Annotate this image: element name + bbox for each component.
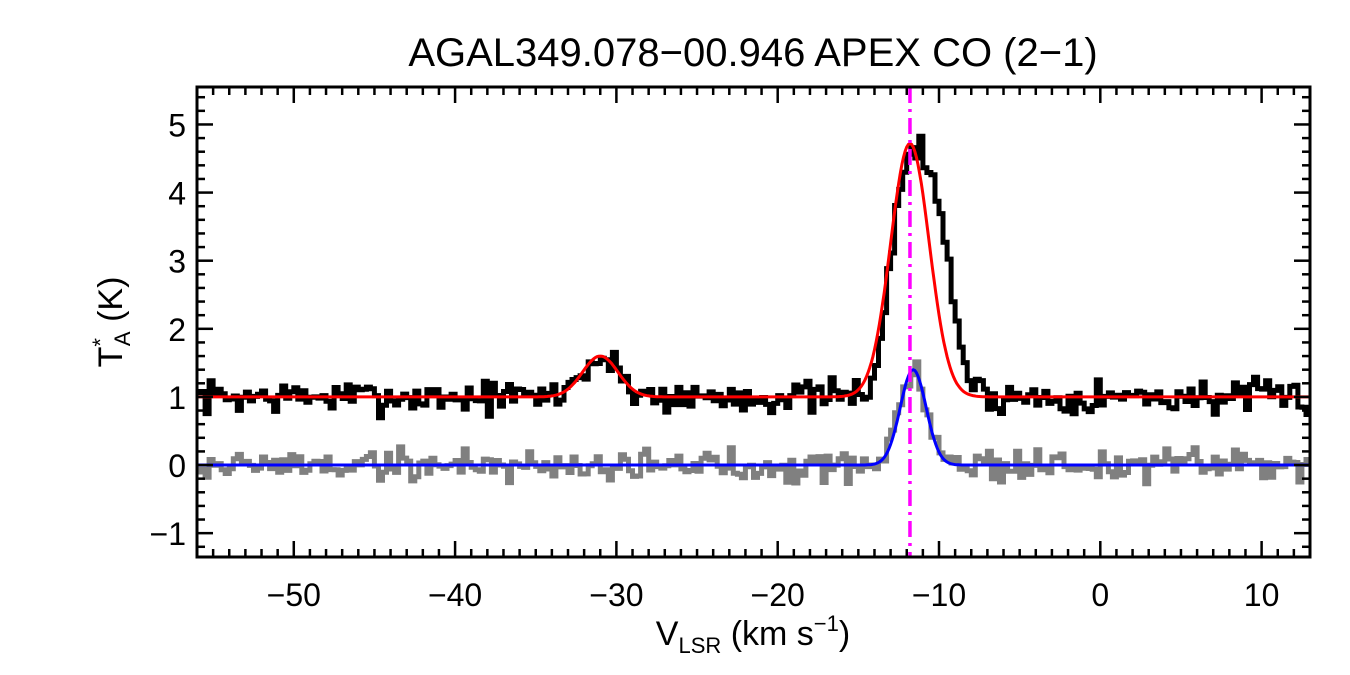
y-tick-label: 0	[168, 448, 186, 484]
x-tick-label: −50	[267, 577, 321, 613]
axis-ticks	[195, 87, 1312, 557]
x-tick-label: −20	[751, 577, 805, 613]
x-tick-label: −30	[589, 577, 643, 613]
x-axis-label: VLSR (km s−1)	[656, 611, 850, 658]
series-gaussian-fit-lower	[197, 368, 1310, 467]
chart-title: AGAL349.078−00.946 APEX CO (2−1)	[408, 31, 1097, 75]
y-tick-label: −1	[150, 516, 186, 552]
y-tick-label: 4	[168, 176, 186, 212]
series-gaussian-fit	[197, 141, 1310, 399]
series-residual-optically-thin-tracer	[197, 359, 1310, 487]
plot-frame	[195, 85, 1312, 559]
x-tick-label: 10	[1244, 577, 1280, 613]
y-axis-label: T*A (K)	[88, 277, 135, 368]
x-tick-label: −40	[428, 577, 482, 613]
y-tick-label: 1	[168, 380, 186, 416]
y-tick-label: 2	[168, 312, 186, 348]
y-tick-label: 5	[168, 107, 186, 143]
x-tick-label: −10	[912, 577, 966, 613]
y-tick-label: 3	[168, 244, 186, 280]
x-tick-label: 0	[1091, 577, 1109, 613]
series-observed-spectrum-offset-1	[197, 133, 1310, 421]
plot-content	[197, 87, 1310, 557]
